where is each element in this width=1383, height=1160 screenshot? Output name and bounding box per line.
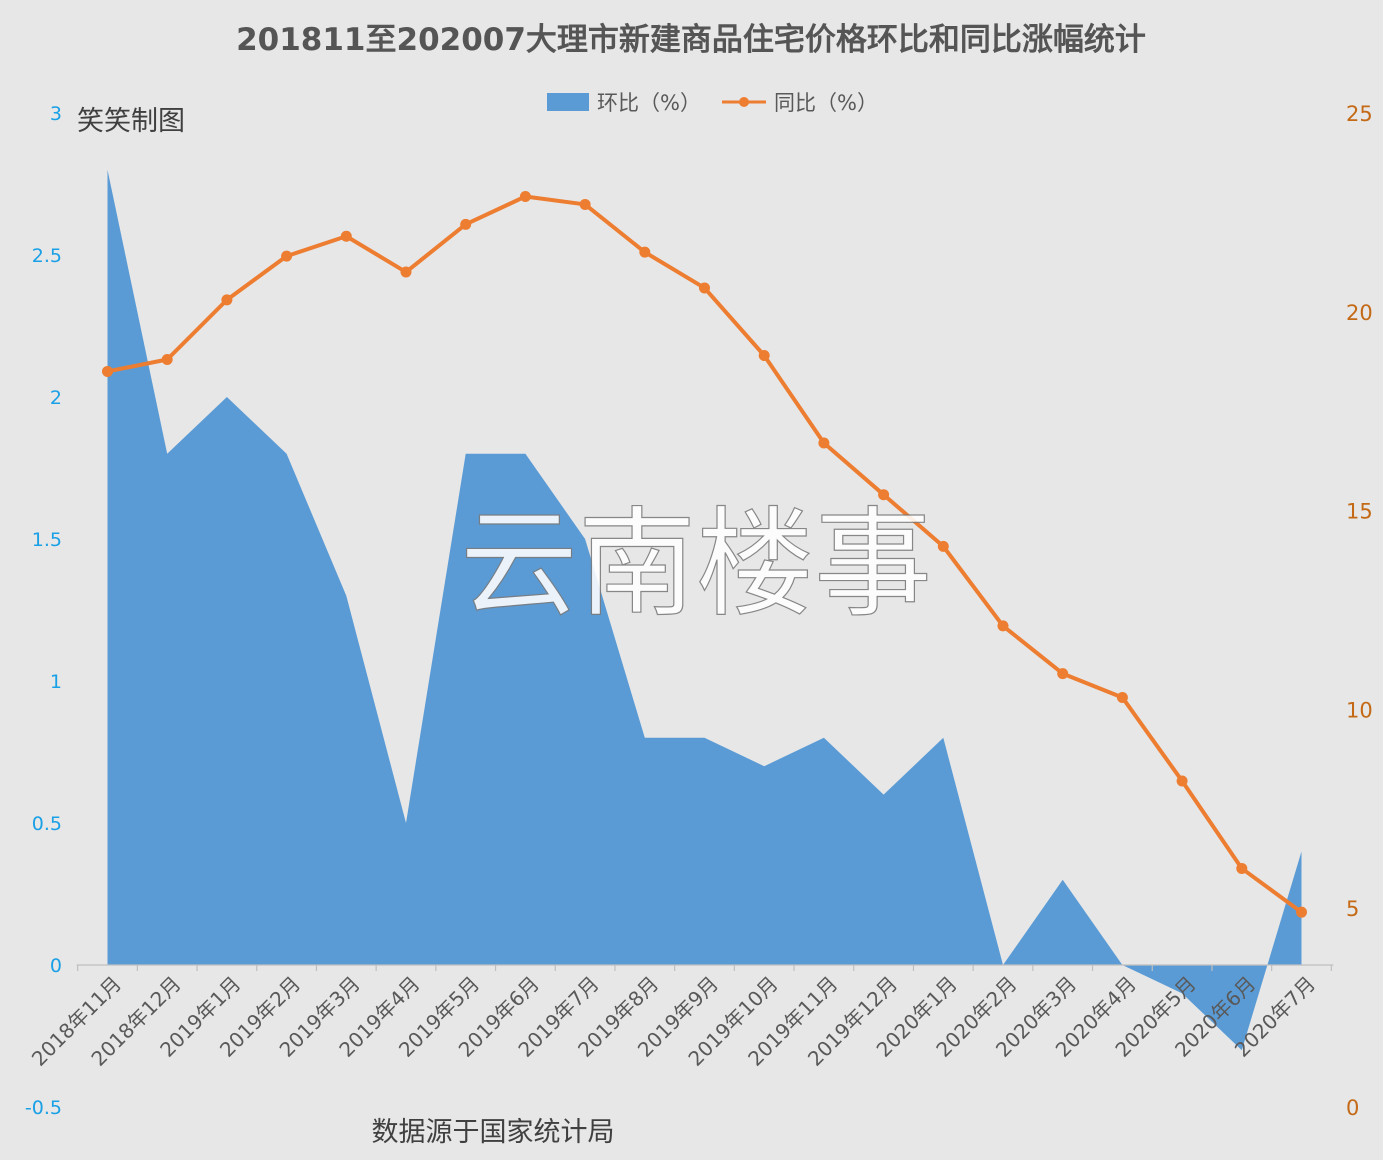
line-point-yoy [221,294,233,306]
line-point-yoy [102,365,113,377]
legend-marker-line [739,97,749,107]
line-point-yoy [997,620,1009,632]
y-left-tick-label: 1.5 [32,529,62,551]
y-left-tick-label: 2.5 [32,245,62,267]
maker-note: 笑笑制图 [77,106,185,137]
line-point-yoy [1116,691,1128,703]
y-left-tick-label: 3 [50,103,62,125]
y-left-tick-label: -0.5 [25,1097,62,1119]
line-point-yoy [1236,862,1248,874]
line-point-yoy [460,218,472,230]
y-left-tick-label: 2 [50,387,62,409]
y-right-tick-label: 5 [1346,897,1359,921]
line-point-yoy [400,266,412,278]
y-left-tick-label: 1 [50,671,62,693]
y-right-tick-label: 20 [1346,301,1373,325]
line-point-yoy [519,190,531,202]
y-right-tick-label: 10 [1346,698,1373,722]
y-left-tick-label: 0 [50,955,62,977]
line-point-yoy [281,250,293,262]
line-point-yoy [937,540,949,552]
legend: 环比（%） 同比（%） [547,91,878,115]
line-point-yoy [758,350,770,362]
y-right-tick-label: 25 [1346,102,1373,126]
line-point-yoy [1176,775,1188,787]
chart-title: 201811至202007大理市新建商品住宅价格环比和同比涨幅统计 [236,22,1146,58]
line-point-yoy [639,246,651,258]
legend-swatch-area [547,93,589,111]
line-point-yoy [878,489,890,501]
line-point-yoy [1057,668,1069,680]
y-left-tick-label: 0.5 [32,813,62,835]
legend-label-area: 环比（%） [597,91,701,115]
line-point-yoy [161,354,173,366]
source-note: 数据源于国家统计局 [372,1117,615,1148]
watermark: 云南楼事 [460,495,932,633]
y-right-tick-label: 0 [1346,1096,1359,1120]
y-right-tick-label: 15 [1346,500,1373,524]
line-point-yoy [579,198,591,210]
legend-label-line: 同比（%） [774,91,878,115]
line-point-yoy [818,437,830,449]
area-series-mom [107,169,1302,1051]
line-point-yoy [340,230,352,242]
line-point-yoy [1296,906,1307,918]
line-point-yoy [699,282,710,294]
